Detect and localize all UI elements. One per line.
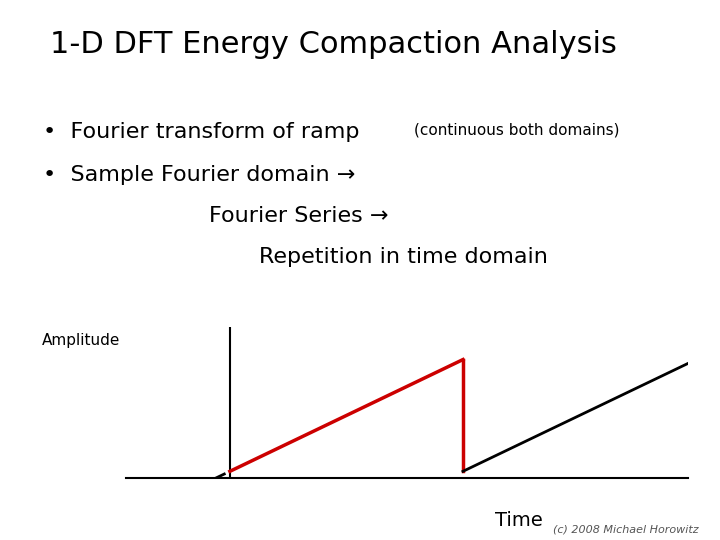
Text: 1-D DFT Energy Compaction Analysis: 1-D DFT Energy Compaction Analysis — [50, 30, 617, 59]
Text: Repetition in time domain: Repetition in time domain — [259, 247, 548, 267]
Text: (c) 2008 Michael Horowitz: (c) 2008 Michael Horowitz — [553, 524, 698, 535]
Text: •  Fourier transform of ramp: • Fourier transform of ramp — [43, 122, 366, 141]
Text: •  Sample Fourier domain →: • Sample Fourier domain → — [43, 165, 356, 185]
Text: Time: Time — [495, 511, 543, 530]
Text: Amplitude: Amplitude — [42, 333, 120, 348]
Text: (continuous both domains): (continuous both domains) — [414, 123, 619, 138]
Text: Fourier Series →: Fourier Series → — [209, 206, 388, 226]
